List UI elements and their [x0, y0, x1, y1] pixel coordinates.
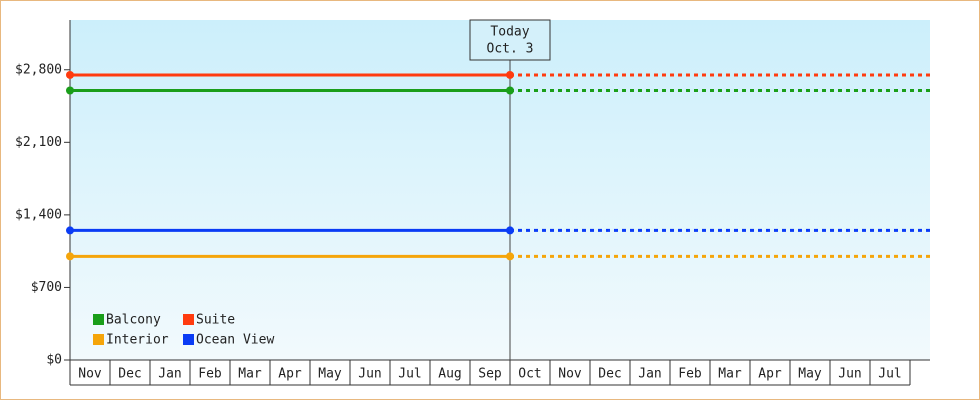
x-tick-label: Dec — [118, 367, 141, 382]
x-tick-label: Dec — [598, 367, 621, 382]
legend-label: Balcony — [106, 313, 161, 328]
x-tick-label: Mar — [238, 367, 262, 382]
point — [66, 226, 74, 235]
point — [506, 252, 514, 261]
x-tick-label: May — [318, 367, 342, 382]
y-tick-label: $700 — [31, 280, 62, 295]
legend-label: Interior — [106, 333, 169, 348]
x-tick-label: Mar — [718, 367, 742, 382]
y-tick-label: $2,100 — [15, 135, 62, 150]
point — [66, 70, 74, 79]
legend-label: Suite — [196, 313, 235, 328]
x-tick-label: May — [798, 367, 822, 382]
legend-label: Ocean View — [196, 333, 274, 348]
x-tick-label: Jun — [358, 367, 381, 382]
x-tick-label: Nov — [558, 367, 582, 382]
x-tick-label: Jul — [878, 367, 901, 382]
legend-swatch — [183, 334, 194, 345]
x-tick-label: Feb — [198, 367, 222, 382]
plot-area — [70, 20, 930, 360]
y-tick-label: $1,400 — [15, 207, 62, 222]
x-tick-label: Oct — [518, 367, 541, 382]
today-label: Oct. 3 — [487, 42, 534, 57]
y-tick-label: $0 — [46, 353, 62, 368]
point — [66, 252, 74, 261]
y-tick-label: $2,800 — [15, 62, 62, 77]
point — [66, 86, 74, 95]
x-tick-label: Jan — [638, 367, 661, 382]
legend-swatch — [183, 314, 194, 325]
x-tick-label: Jan — [158, 367, 181, 382]
x-tick-label: Sep — [478, 367, 502, 382]
x-tick-label: Apr — [758, 367, 782, 382]
point — [506, 70, 514, 79]
today-box — [469, 19, 551, 61]
legend-swatch — [93, 334, 104, 345]
point — [506, 86, 514, 95]
legend-swatch — [93, 314, 104, 325]
x-tick-label: Jul — [398, 367, 421, 382]
x-tick-label: Feb — [678, 367, 702, 382]
x-tick-label: Nov — [78, 367, 102, 382]
x-tick-label: Aug — [438, 367, 461, 382]
x-tick-label: Jun — [838, 367, 861, 382]
today-label: Today — [490, 25, 529, 40]
point — [506, 226, 514, 235]
x-tick-label: Apr — [278, 367, 302, 382]
